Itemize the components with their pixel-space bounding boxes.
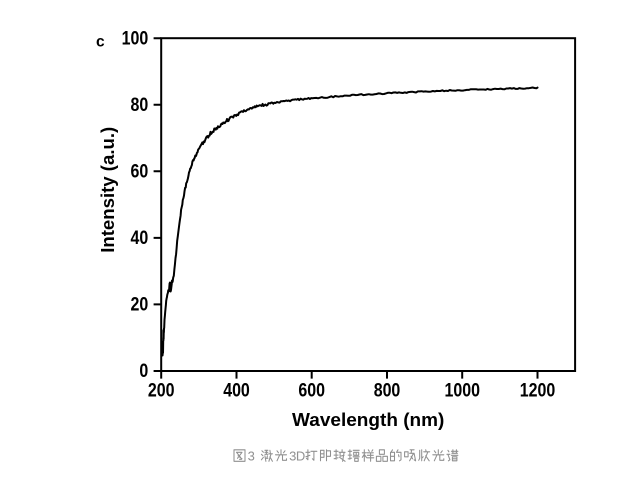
svg-text:1200: 1200	[520, 379, 556, 401]
svg-text:3: 3	[248, 449, 255, 464]
svg-text:1000: 1000	[444, 379, 480, 401]
svg-text:Intensity (a.u.): Intensity (a.u.)	[98, 127, 118, 253]
svg-text:3: 3	[289, 449, 296, 464]
svg-text:0: 0	[139, 360, 148, 382]
svg-text:Wavelength (nm): Wavelength (nm)	[292, 410, 444, 430]
svg-text:400: 400	[223, 379, 250, 401]
svg-text:200: 200	[148, 379, 175, 401]
svg-text:60: 60	[131, 160, 149, 182]
svg-text:D: D	[296, 449, 305, 464]
svg-text:800: 800	[374, 379, 401, 401]
svg-text:600: 600	[298, 379, 325, 401]
svg-text:100: 100	[122, 27, 149, 49]
svg-text:80: 80	[131, 94, 149, 116]
svg-text:40: 40	[131, 227, 149, 249]
svg-text:20: 20	[131, 293, 149, 315]
svg-text:c: c	[96, 34, 105, 51]
